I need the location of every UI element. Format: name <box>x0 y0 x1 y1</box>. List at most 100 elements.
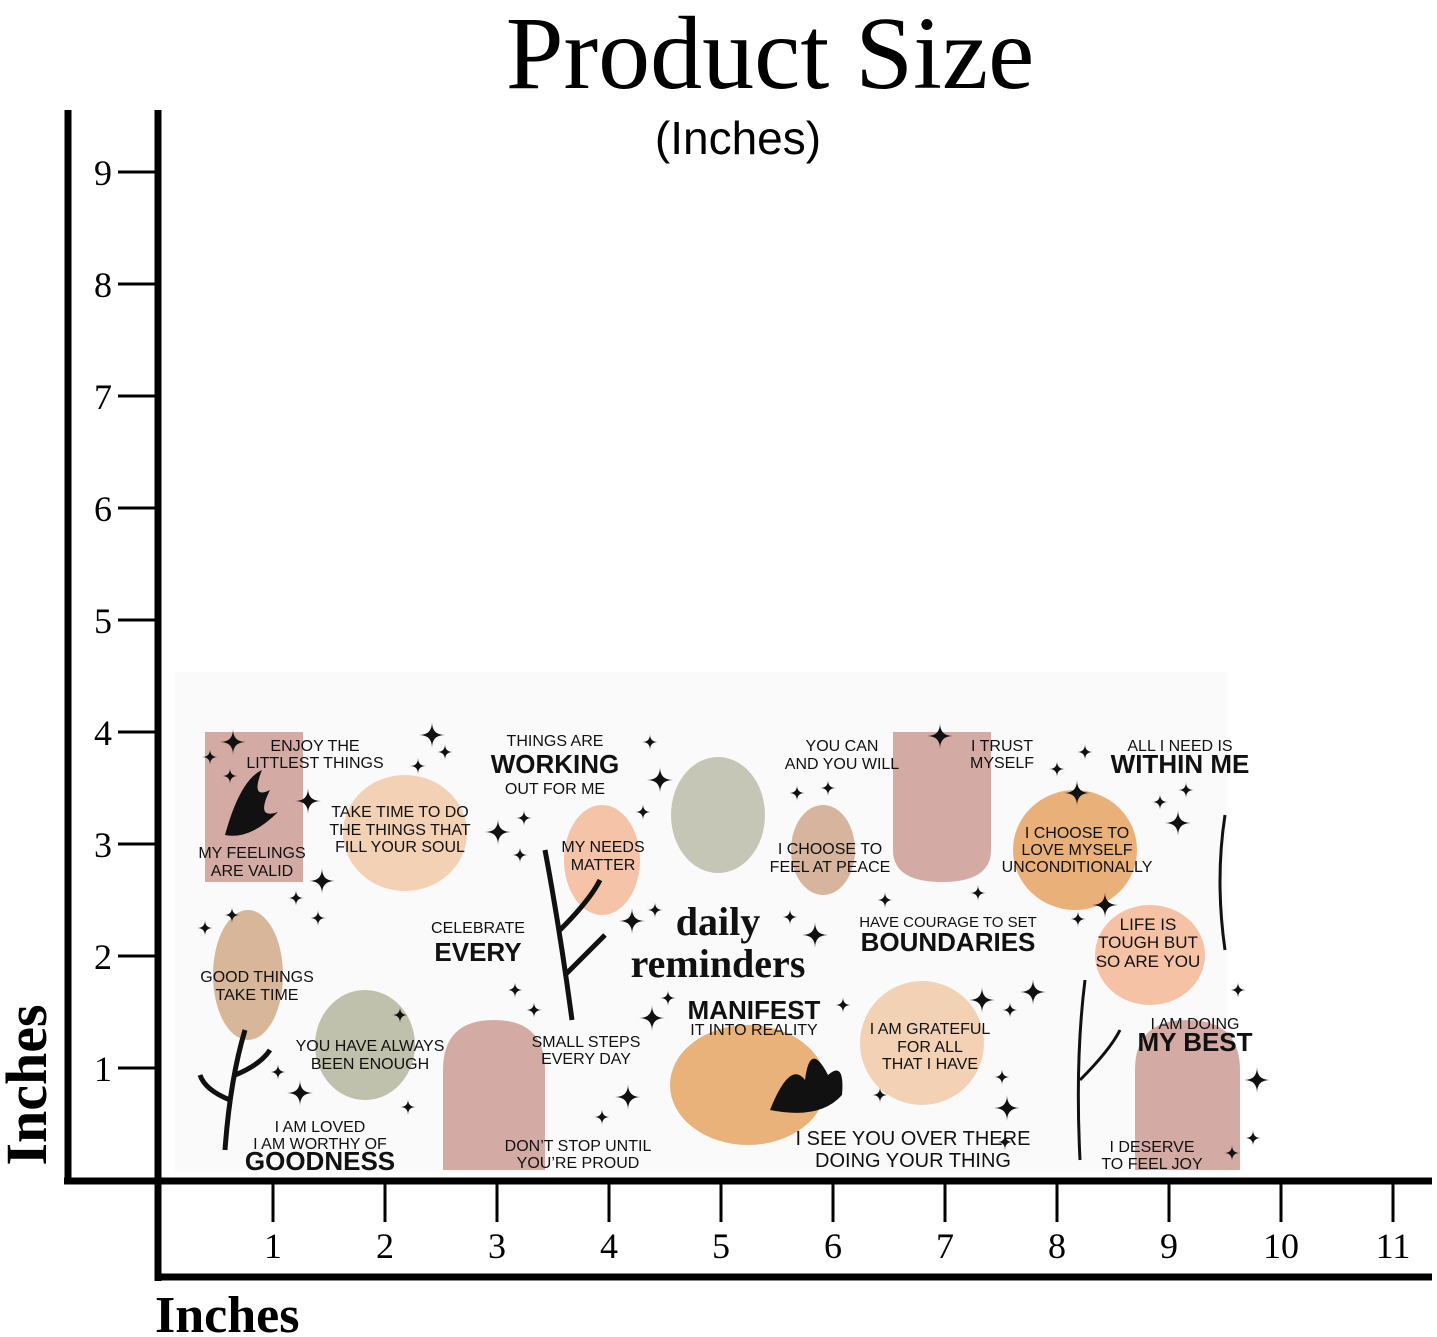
star <box>969 987 995 1013</box>
phrase-line: MANIFEST <box>688 995 821 1025</box>
star <box>202 749 218 765</box>
tick-label: 2 <box>94 937 112 977</box>
phrase-line: TOUGH BUT <box>1098 933 1198 952</box>
tick-label: 10 <box>1263 1226 1299 1266</box>
tick-label: 3 <box>94 825 112 865</box>
star <box>660 990 676 1006</box>
star <box>997 1134 1013 1150</box>
blob <box>860 981 984 1105</box>
tick-label: 7 <box>936 1226 954 1266</box>
star <box>507 982 523 998</box>
tick-label: 5 <box>94 601 112 641</box>
star <box>802 922 828 948</box>
blob <box>564 805 640 915</box>
phrase-line: MATTER <box>571 857 636 874</box>
tick-label: 5 <box>712 1226 730 1266</box>
phrase-line: I AM DOING <box>1151 1016 1240 1033</box>
star <box>485 819 511 845</box>
star <box>309 868 335 894</box>
star <box>295 788 321 814</box>
phrase-line: TO FEEL JOY <box>1101 1156 1203 1173</box>
tick-label: 9 <box>1160 1226 1178 1266</box>
star <box>994 1069 1010 1085</box>
blob <box>670 1025 826 1145</box>
star <box>526 1002 542 1018</box>
stem <box>197 1029 273 1151</box>
phrase-line: I AM LOVED <box>275 1119 366 1136</box>
star <box>310 910 326 926</box>
tick-label: 4 <box>94 713 112 753</box>
star <box>927 723 953 749</box>
phrase-line: MY FEELINGS <box>198 845 305 862</box>
tick-label: 8 <box>94 265 112 305</box>
star <box>197 920 213 936</box>
star <box>835 997 851 1013</box>
phrase-line: reminders <box>631 941 806 986</box>
phrase-line: I CHOOSE TO <box>778 841 882 858</box>
phrase-line: IT INTO REALITY <box>690 1022 818 1039</box>
x-axis-label: Inches <box>155 1287 299 1337</box>
phrase-line: I TRUST <box>971 738 1033 755</box>
star <box>1224 1145 1240 1161</box>
design-art <box>175 672 1240 1172</box>
phrase-line: MY BEST <box>1137 1027 1252 1057</box>
star <box>512 847 528 863</box>
star <box>1020 979 1046 1005</box>
subtitle: (Inches) <box>655 112 821 164</box>
phrase-line: UNCONDITIONALLY <box>1002 859 1153 876</box>
stars <box>197 722 1270 1161</box>
star <box>1230 982 1246 998</box>
star <box>1049 761 1065 777</box>
phrase-line: CELEBRATE <box>431 920 525 937</box>
star <box>1152 794 1168 810</box>
phrase-line: DOING YOUR THING <box>815 1150 1011 1172</box>
star <box>594 1109 610 1125</box>
star <box>782 909 798 925</box>
star <box>1064 780 1090 806</box>
blob <box>893 732 991 882</box>
star <box>1165 810 1191 836</box>
blob <box>443 1020 545 1170</box>
star <box>789 785 805 801</box>
phrase-line: BEEN ENOUGH <box>311 1056 429 1073</box>
tick-label: 7 <box>94 377 112 417</box>
star <box>647 767 673 793</box>
tick-label: 8 <box>1048 1226 1066 1266</box>
phrase-line: I DESERVE <box>1109 1139 1194 1156</box>
phrase-line: LIFE IS <box>1120 915 1177 934</box>
phrase-line: YOU HAVE ALWAYS <box>296 1038 445 1055</box>
phrase-line: SINGLE WIN <box>431 0 525 4</box>
star <box>1178 782 1194 798</box>
phrase-line: EVERY DAY <box>541 1051 631 1068</box>
phrase-line: LITTLEST THINGS <box>246 755 383 772</box>
star <box>1092 892 1118 918</box>
y-axis-label: Inches <box>0 1004 59 1165</box>
stem <box>542 849 607 1021</box>
star <box>516 810 532 826</box>
tick-label: 6 <box>824 1226 842 1266</box>
leaf <box>225 770 278 836</box>
star <box>270 1064 286 1080</box>
star <box>287 1080 313 1106</box>
star <box>1244 1067 1270 1093</box>
blob <box>1095 905 1205 1005</box>
phrase-line: TAKE TIME TO DO <box>331 804 469 821</box>
phrase-line: EVERY <box>434 937 521 967</box>
star <box>820 780 836 796</box>
star <box>877 892 893 908</box>
phrase-line: THINGS ARE <box>507 733 604 750</box>
blob <box>1135 1020 1240 1170</box>
blob <box>315 990 415 1100</box>
tick-label: 1 <box>264 1226 282 1266</box>
tick-label: 4 <box>600 1226 618 1266</box>
blob <box>671 757 765 873</box>
blob <box>343 775 467 891</box>
ruler-ticks: 1 2 3 4 5 6 7 8 9 1 2 3 4 5 6 7 8 9 10 11 <box>94 153 1410 1266</box>
phrase-line: daily <box>676 899 760 944</box>
phrase-line: YOU CAN <box>806 738 879 755</box>
phrase-line: I AM WORTHY OF <box>253 1136 387 1153</box>
star <box>392 1007 408 1023</box>
star <box>994 1095 1020 1121</box>
phrase-line: FILL YOUR SOUL <box>335 839 465 856</box>
phrase-line: WITHIN ME <box>1111 749 1250 779</box>
